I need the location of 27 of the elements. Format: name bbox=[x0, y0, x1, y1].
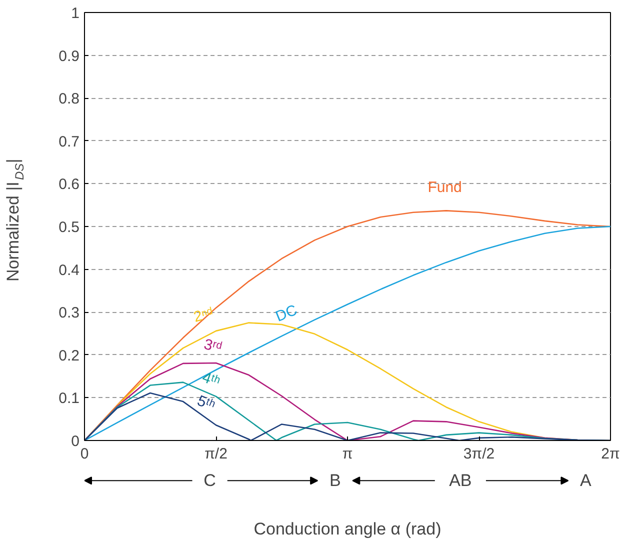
text: 3ʳᵈ bbox=[202, 336, 224, 357]
text: C bbox=[204, 471, 216, 490]
y-tick-label: 0.2 bbox=[58, 347, 80, 364]
y-tick-label: 0.3 bbox=[58, 304, 80, 322]
y-tick-label: 0.9 bbox=[58, 48, 80, 65]
y-tick-label: 0 bbox=[71, 433, 80, 450]
text: B bbox=[329, 471, 341, 490]
y-tick-label: 0.7 bbox=[58, 133, 80, 150]
y-tick-label: 0.1 bbox=[58, 390, 80, 408]
series-label: Fund bbox=[428, 178, 462, 196]
text: 2ⁿᵈ bbox=[192, 304, 216, 326]
x-tick-label: 2π bbox=[601, 446, 620, 462]
y-tick-label: 0.8 bbox=[58, 90, 80, 108]
text: DC bbox=[273, 302, 300, 326]
x-tick-label: π/2 bbox=[204, 446, 228, 462]
x-axis-title: Conduction angle α (rad) bbox=[254, 520, 442, 538]
y-tick-label: 0.4 bbox=[58, 262, 80, 279]
x-tick-label: 3π/2 bbox=[463, 446, 495, 462]
y-tick-label: 0.6 bbox=[58, 176, 80, 194]
text: A bbox=[580, 471, 592, 490]
text: 4ᵗʰ bbox=[200, 368, 222, 391]
text: 5ᵗʰ bbox=[194, 392, 218, 415]
x-tick-label: π bbox=[342, 446, 353, 462]
text: AB bbox=[449, 471, 472, 490]
y-axis-title: Normalized |IDS| bbox=[4, 158, 26, 282]
y-tick-label: 0.5 bbox=[58, 219, 80, 236]
y-tick-label: 1 bbox=[71, 5, 80, 22]
